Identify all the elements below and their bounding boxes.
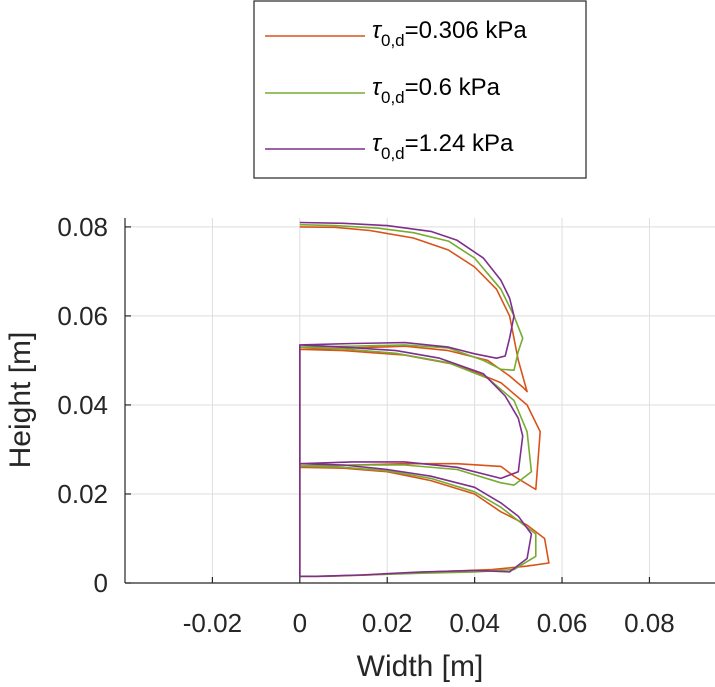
x-tick-label: -0.02 [183, 608, 242, 638]
axes [124, 218, 715, 584]
x-tick-label: 0.02 [362, 608, 413, 638]
x-tick-label: 0 [293, 608, 307, 638]
y-tick-label: 0.08 [57, 212, 108, 242]
x-tick-label: 0.08 [624, 608, 675, 638]
legend-label-3: τ0,d=1.24 kPa [372, 130, 514, 163]
x-tick-label: 0.04 [449, 608, 500, 638]
x-axis-label: Width [m] [357, 650, 484, 683]
y-tick-label: 0 [94, 568, 108, 598]
legend-label-2: τ0,d=0.6 kPa [372, 74, 501, 107]
series-line-1 [298, 226, 550, 578]
y-tick-label: 0.02 [57, 479, 108, 509]
y-tick-label: 0.06 [57, 301, 108, 331]
x-tick-label: 0.06 [537, 608, 588, 638]
y-ticks: 0 0.02 0.04 0.06 0.08 [57, 212, 131, 598]
series-line-3 [298, 221, 533, 578]
x-ticks: -0.02 0 0.02 0.04 0.06 0.08 [183, 577, 675, 638]
legend-label-1: τ0,d=0.306 kPa [372, 17, 527, 50]
legend: τ0,d=0.306 kPa τ0,d=0.6 kPa τ0,d=1.24 kPa [253, 0, 587, 179]
y-tick-label: 0.04 [57, 390, 108, 420]
series-layer [298, 221, 550, 578]
y-axis-label: Height [m] [4, 332, 37, 469]
series-line-2 [298, 223, 537, 578]
